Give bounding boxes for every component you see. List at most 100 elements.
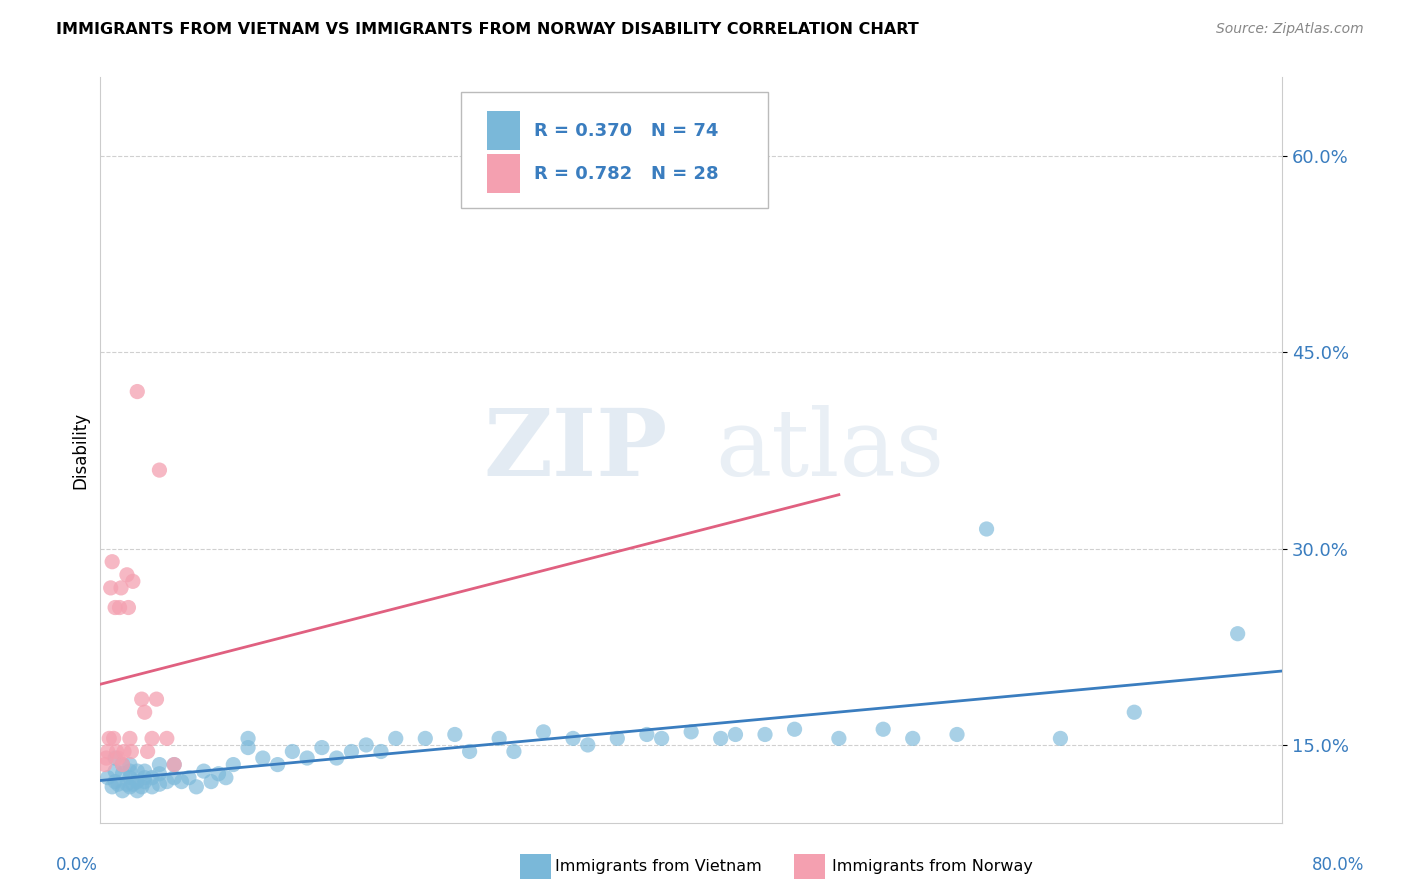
Text: IMMIGRANTS FROM VIETNAM VS IMMIGRANTS FROM NORWAY DISABILITY CORRELATION CHART: IMMIGRANTS FROM VIETNAM VS IMMIGRANTS FR… xyxy=(56,22,920,37)
Point xyxy=(193,764,215,778)
Point xyxy=(112,744,135,758)
Point xyxy=(134,705,156,719)
Point xyxy=(724,727,747,741)
Point xyxy=(103,731,125,746)
Point xyxy=(872,723,894,737)
Text: R = 0.370   N = 74: R = 0.370 N = 74 xyxy=(534,122,718,140)
Point xyxy=(754,727,776,741)
Point xyxy=(1123,705,1146,719)
FancyBboxPatch shape xyxy=(486,111,520,150)
Point xyxy=(104,751,127,765)
Point xyxy=(681,724,703,739)
Point xyxy=(443,727,465,741)
Point xyxy=(710,731,733,746)
Point xyxy=(97,771,120,785)
Point xyxy=(976,522,998,536)
Point xyxy=(121,574,143,589)
Point xyxy=(325,751,347,765)
Point xyxy=(946,727,969,741)
Point xyxy=(488,731,510,746)
Point xyxy=(115,567,138,582)
Point xyxy=(503,744,526,758)
Text: atlas: atlas xyxy=(714,406,943,495)
Point xyxy=(163,757,186,772)
Point xyxy=(170,774,193,789)
Point xyxy=(370,744,392,758)
Point xyxy=(311,740,333,755)
Point xyxy=(156,731,179,746)
Point xyxy=(101,780,124,794)
Point xyxy=(236,731,259,746)
Point xyxy=(107,751,129,765)
Point xyxy=(111,784,134,798)
Point xyxy=(127,784,149,798)
Text: 80.0%: 80.0% xyxy=(1312,855,1364,873)
Point xyxy=(606,731,628,746)
Point xyxy=(107,777,129,791)
Point xyxy=(127,384,149,399)
Point xyxy=(148,463,170,477)
Point xyxy=(104,764,127,778)
Point xyxy=(96,751,118,765)
Text: Source: ZipAtlas.com: Source: ZipAtlas.com xyxy=(1216,22,1364,37)
Point xyxy=(562,731,585,746)
Text: Immigrants from Vietnam: Immigrants from Vietnam xyxy=(555,859,762,873)
Point xyxy=(651,731,673,746)
Point xyxy=(101,555,124,569)
Point xyxy=(141,780,163,794)
Point xyxy=(118,764,141,778)
Point xyxy=(104,774,127,789)
Y-axis label: Disability: Disability xyxy=(72,412,89,489)
Point xyxy=(533,724,555,739)
Point xyxy=(127,764,149,778)
Point xyxy=(94,757,117,772)
Point xyxy=(134,764,156,778)
Point xyxy=(200,774,222,789)
Point xyxy=(141,771,163,785)
Point xyxy=(118,757,141,772)
Point xyxy=(177,771,200,785)
Point xyxy=(98,731,121,746)
Point xyxy=(236,740,259,755)
Point xyxy=(105,744,128,758)
Point xyxy=(148,766,170,780)
Point xyxy=(120,744,142,758)
Point xyxy=(111,766,134,780)
Point xyxy=(145,692,167,706)
Point xyxy=(636,727,658,741)
Point xyxy=(136,744,159,758)
Point xyxy=(1049,731,1071,746)
Point xyxy=(131,780,153,794)
Point xyxy=(115,777,138,791)
Text: 0.0%: 0.0% xyxy=(56,855,98,873)
Point xyxy=(131,692,153,706)
Point xyxy=(148,777,170,791)
Point xyxy=(118,771,141,785)
FancyBboxPatch shape xyxy=(461,93,768,208)
Point xyxy=(97,744,120,758)
Point xyxy=(118,780,141,794)
Text: Immigrants from Norway: Immigrants from Norway xyxy=(832,859,1033,873)
Point xyxy=(1226,626,1249,640)
Point xyxy=(163,771,186,785)
Point xyxy=(111,757,134,772)
Point xyxy=(215,771,238,785)
Point xyxy=(186,780,208,794)
Point xyxy=(295,751,318,765)
FancyBboxPatch shape xyxy=(486,154,520,193)
Point xyxy=(783,723,806,737)
Point xyxy=(110,581,132,595)
Point xyxy=(121,777,143,791)
Point xyxy=(413,731,436,746)
Point xyxy=(111,757,134,772)
Point xyxy=(156,774,179,789)
Text: R = 0.782   N = 28: R = 0.782 N = 28 xyxy=(534,165,718,184)
Point xyxy=(901,731,924,746)
Point xyxy=(117,600,139,615)
Point xyxy=(354,738,377,752)
Text: ZIP: ZIP xyxy=(484,406,668,495)
Point xyxy=(100,581,122,595)
Point xyxy=(148,757,170,772)
Point xyxy=(141,731,163,746)
Point xyxy=(384,731,406,746)
